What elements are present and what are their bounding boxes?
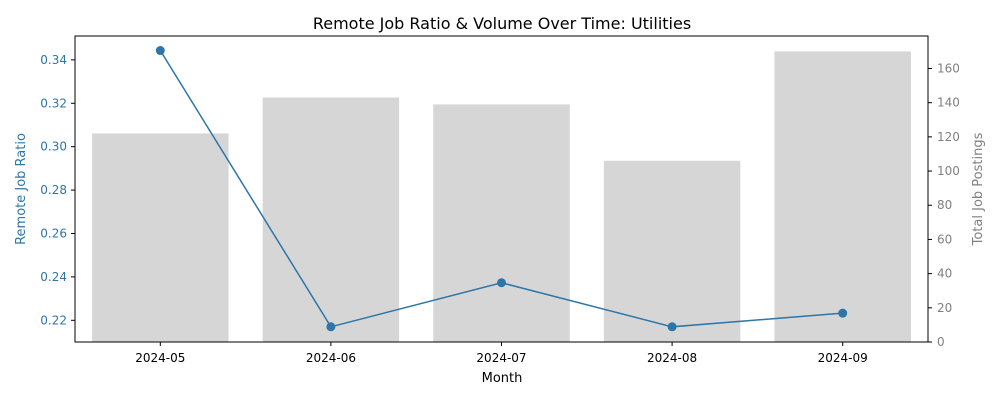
- left-y-tick-label: 0.22: [40, 313, 67, 327]
- chart-title: Remote Job Ratio & Volume Over Time: Uti…: [313, 14, 691, 33]
- x-tick-label: 2024-06: [306, 351, 356, 365]
- x-tick-label: 2024-09: [818, 351, 868, 365]
- left-y-tick-label: 0.30: [40, 140, 67, 154]
- left-y-tick-label: 0.34: [40, 53, 67, 67]
- right-y-axis-label: Total Job Postings: [971, 132, 986, 246]
- line-point: [326, 322, 336, 332]
- line-point: [155, 46, 165, 56]
- line-point: [667, 322, 677, 332]
- x-tick-label: 2024-05: [135, 351, 185, 365]
- left-y-tick-label: 0.26: [40, 226, 67, 240]
- x-axis: 2024-05 2024-06 2024-07 2024-08 2024-09: [135, 342, 868, 365]
- bar: [92, 133, 229, 342]
- line-point: [497, 278, 506, 288]
- left-y-tick-label: 0.24: [40, 270, 67, 284]
- right-y-tick-label: 40: [937, 267, 952, 281]
- right-y-tick-label: 60: [937, 232, 952, 246]
- right-y-tick-label: 80: [937, 198, 952, 212]
- bar: [262, 97, 400, 342]
- left-y-tick-label: 0.28: [40, 183, 67, 197]
- bar-series: [92, 51, 911, 343]
- right-y-tick-label: 140: [937, 96, 960, 110]
- right-y-tick-label: 100: [937, 164, 960, 178]
- right-y-tick-label: 0: [937, 335, 945, 349]
- right-y-tick-label: 160: [937, 61, 960, 75]
- left-y-axis: 0.22 0.24 0.26 0.28 0.30 0.32 0.34: [40, 53, 75, 327]
- right-y-tick-label: 120: [937, 130, 960, 144]
- bar: [603, 160, 741, 342]
- line-point: [838, 308, 848, 318]
- bar: [774, 51, 911, 343]
- x-axis-label: Month: [482, 371, 523, 386]
- right-y-axis: 0 20 40 60 80 100 120 140 160: [928, 61, 960, 349]
- right-y-tick-label: 20: [937, 301, 952, 315]
- left-y-tick-label: 0.32: [40, 96, 67, 110]
- x-tick-label: 2024-07: [476, 351, 526, 365]
- line-series: [155, 46, 848, 332]
- bar: [433, 104, 570, 343]
- x-tick-label: 2024-08: [647, 351, 697, 365]
- left-y-axis-label: Remote Job Ratio: [14, 133, 29, 245]
